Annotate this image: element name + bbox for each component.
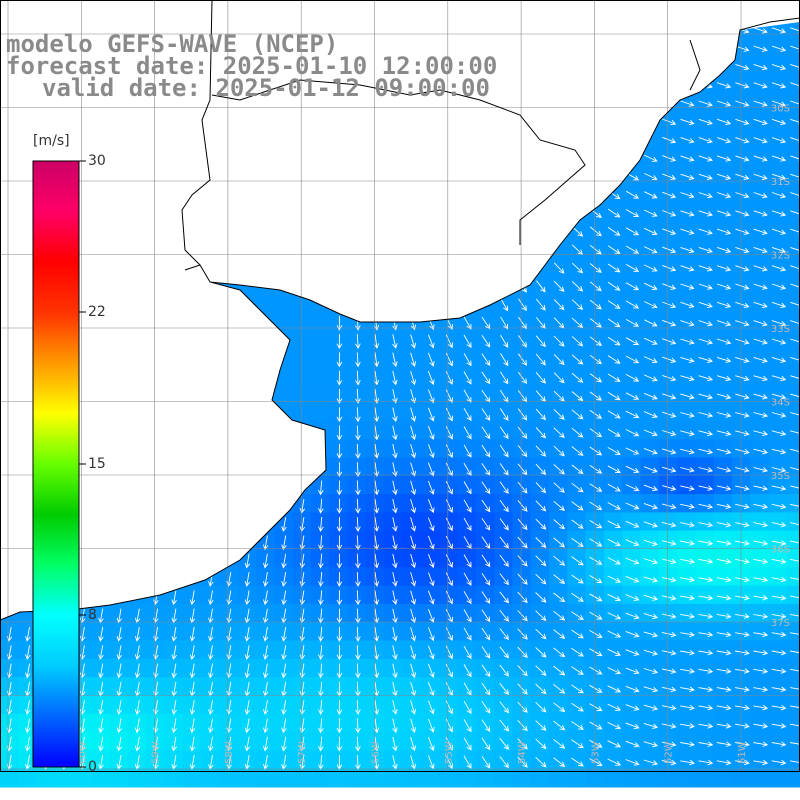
colorbar-gradient	[32, 160, 80, 768]
longitude-label: 58W	[224, 741, 235, 764]
colorbar-tick-label: 8	[88, 607, 97, 623]
model-title: modelo GEFS-WAVE (NCEP)	[6, 30, 339, 58]
longitude-label: 59W	[151, 741, 162, 764]
latitude-label: 37S	[771, 618, 790, 629]
latitude-label: 34S	[771, 398, 790, 409]
colorbar-tick-label: 30	[88, 153, 106, 169]
colorbar-tick-label: 0	[88, 759, 97, 775]
longitude-label: 53W	[590, 741, 601, 764]
latitude-label: 32S	[771, 251, 790, 262]
forecast-date: forecast date: 2025-01-10 12:00:00	[6, 52, 498, 80]
wind-arrows	[6, 27, 800, 770]
colorbar-unit: [m/s]	[33, 133, 70, 149]
colorbar-ticks	[79, 160, 86, 768]
longitude-label: 52W	[664, 741, 675, 764]
longitude-label: 60W	[77, 741, 88, 764]
colorbar-tick-label: 15	[88, 456, 106, 472]
lat-lon-grid	[0, 0, 800, 772]
latitude-label: 30S	[771, 104, 790, 115]
longitude-label: 56W	[371, 741, 382, 764]
coastline	[0, 17, 800, 621]
latitude-labels: 30S 31S 32S 33S 34S 35S 36S 37S	[771, 104, 790, 630]
longitude-label: 55W	[444, 741, 455, 764]
longitude-label: 57W	[297, 741, 308, 764]
longitude-label: 54W	[517, 741, 528, 764]
longitude-labels: 60W 59W 58W 57W 56W 55W 54W 53W 52W 51W	[77, 741, 748, 764]
latitude-label: 36S	[771, 545, 790, 556]
land-mask	[0, 0, 800, 620]
latitude-label: 33S	[771, 324, 790, 335]
longitude-label: 51W	[737, 741, 748, 764]
colorbar	[32, 160, 86, 768]
latitude-label: 35S	[771, 471, 790, 482]
valid-date: valid date: 2025-01-12 09:00:00	[42, 74, 490, 102]
country-border	[181, 0, 701, 266]
latitude-label: 31S	[771, 177, 790, 188]
colorbar-tick-label: 22	[88, 304, 106, 320]
